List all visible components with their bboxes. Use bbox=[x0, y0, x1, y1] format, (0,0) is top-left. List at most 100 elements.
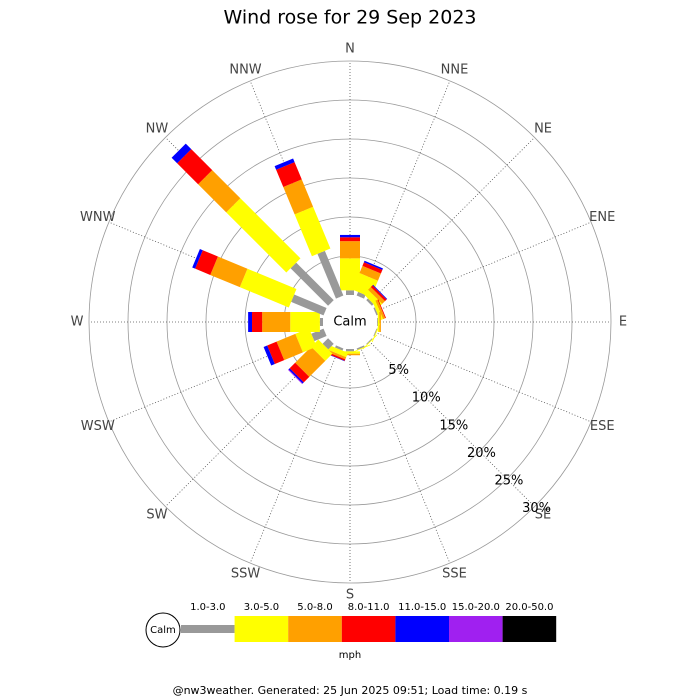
bar-segment bbox=[377, 299, 386, 319]
bar-segment bbox=[276, 333, 303, 361]
bar-segment bbox=[311, 328, 327, 342]
r-tick-label: 30% bbox=[522, 501, 551, 516]
bar-segment bbox=[346, 290, 354, 295]
direction-label: ENE bbox=[589, 210, 615, 225]
legend-swatch bbox=[395, 616, 449, 642]
direction-label: WSW bbox=[81, 419, 115, 434]
direction-label: NNW bbox=[229, 62, 261, 77]
grid-ring bbox=[88, 60, 612, 584]
legend-swatch bbox=[449, 616, 503, 642]
bar-segment bbox=[351, 344, 371, 353]
direction-label: NE bbox=[534, 121, 552, 136]
direction-label: NNE bbox=[441, 62, 469, 77]
bar-segment bbox=[326, 349, 347, 360]
bar-segment bbox=[373, 307, 378, 316]
bar-segment bbox=[356, 291, 366, 299]
legend-swatch bbox=[502, 616, 557, 642]
direction-line bbox=[368, 137, 535, 304]
bar-segment bbox=[311, 339, 333, 361]
direction-line bbox=[249, 346, 341, 564]
bar-segment bbox=[317, 250, 344, 299]
bar-segment bbox=[340, 353, 360, 356]
bar-segment bbox=[287, 369, 303, 385]
bar-segment bbox=[192, 248, 203, 269]
bar-segment bbox=[295, 346, 326, 377]
bar-segment bbox=[198, 170, 241, 213]
bar-segment bbox=[379, 312, 381, 332]
bar-segment bbox=[295, 328, 317, 353]
bar-segment bbox=[368, 287, 385, 304]
direction-label: SSE bbox=[442, 567, 467, 582]
bar-segment bbox=[362, 334, 378, 350]
legend-swatch bbox=[341, 616, 396, 642]
bar-segment bbox=[340, 234, 360, 238]
r-tick-label: 15% bbox=[439, 418, 468, 433]
bar-segment bbox=[248, 312, 253, 332]
direction-label: E bbox=[619, 315, 627, 330]
bar-segment bbox=[239, 268, 297, 308]
bar-segment bbox=[362, 262, 383, 274]
direction-label: SW bbox=[146, 508, 167, 523]
bar-segment bbox=[322, 338, 334, 350]
bar-segment bbox=[377, 312, 380, 332]
direction-line bbox=[374, 331, 592, 423]
direction-label: WNW bbox=[80, 210, 116, 225]
bar-segment bbox=[276, 162, 302, 188]
legend-swatch bbox=[181, 625, 235, 633]
calm-label: Calm bbox=[333, 315, 366, 330]
direction-line bbox=[374, 221, 592, 313]
footer: @nw3weather. Generated: 25 Jun 2025 09:5… bbox=[173, 684, 528, 697]
legend-swatch bbox=[288, 616, 342, 642]
legend-label: 3.0-5.0 bbox=[244, 602, 279, 613]
legend-label: 8.0-11.0 bbox=[348, 602, 390, 613]
bar-segment bbox=[263, 345, 275, 366]
r-tick-label: 5% bbox=[388, 363, 409, 378]
bar-segment bbox=[195, 250, 218, 275]
direction-label: NW bbox=[146, 121, 169, 136]
bar-segment bbox=[359, 265, 381, 281]
legend-label: 11.0-15.0 bbox=[398, 602, 446, 613]
r-tick-label: 10% bbox=[412, 391, 441, 406]
r-tick-label: 20% bbox=[467, 446, 496, 461]
bar-segment bbox=[290, 312, 320, 332]
bar-segment bbox=[262, 312, 291, 332]
bar-segment bbox=[356, 345, 365, 350]
legend-label: 1.0-3.0 bbox=[190, 602, 225, 613]
bar-segment bbox=[283, 179, 314, 215]
bar-segment bbox=[210, 256, 248, 288]
bar-segment bbox=[290, 262, 334, 306]
bar-segment bbox=[340, 241, 360, 259]
bar-segment bbox=[226, 198, 301, 273]
bar-segment bbox=[363, 260, 384, 270]
legend-swatch bbox=[234, 616, 289, 642]
direction-label: N bbox=[345, 42, 355, 57]
bar-segment bbox=[177, 149, 213, 185]
direction-line bbox=[359, 346, 451, 564]
bar-segment bbox=[372, 284, 388, 300]
bar-segment bbox=[375, 299, 386, 320]
legend-calm-circle bbox=[145, 612, 181, 648]
bar-segment bbox=[274, 158, 295, 170]
bar-segment bbox=[340, 258, 360, 291]
direction-label: W bbox=[71, 315, 84, 330]
bar-segment bbox=[366, 338, 373, 345]
bar-segment bbox=[294, 206, 331, 257]
legend-label: 20.0-50.0 bbox=[505, 602, 553, 613]
bar-segment bbox=[370, 285, 387, 302]
r-tick-label: 25% bbox=[495, 473, 524, 488]
bar-segment bbox=[376, 318, 378, 326]
direction-line bbox=[368, 340, 535, 507]
direction-label: SSW bbox=[231, 567, 261, 582]
bar-segment bbox=[340, 351, 360, 354]
legend-unit: mph bbox=[339, 650, 361, 661]
direction-label: ESE bbox=[590, 419, 615, 434]
legend-calm-label: Calm bbox=[150, 625, 176, 636]
direction-label: S bbox=[346, 588, 354, 603]
bar-segment bbox=[335, 345, 344, 351]
legend-label: 5.0-8.0 bbox=[297, 602, 332, 613]
bar-segment bbox=[319, 318, 324, 326]
legend-label: 15.0-20.0 bbox=[452, 602, 500, 613]
bar-segment bbox=[373, 328, 378, 337]
bar-segment bbox=[340, 237, 360, 242]
bar-segment bbox=[366, 298, 374, 306]
